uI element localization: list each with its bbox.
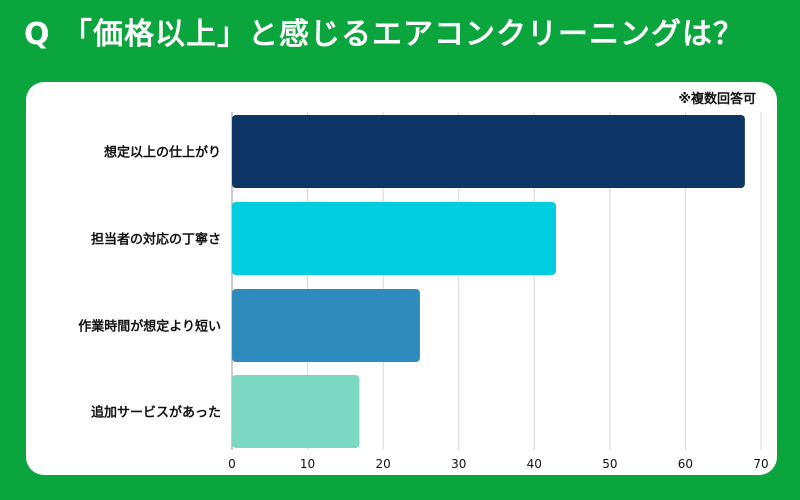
x-tick-label: 40	[527, 457, 542, 471]
category-label: 追加サービスがあった	[91, 405, 221, 421]
x-tick-label: 0	[228, 457, 236, 471]
multiple-answer-note: ※複数回答可	[678, 92, 756, 107]
category-label: 作業時間が想定より短い	[78, 319, 221, 335]
x-tick-label: 30	[451, 457, 466, 471]
x-tick-label: 20	[376, 457, 391, 471]
category-label: 担当者の対応の丁寧さ	[91, 232, 221, 248]
page-title: Q 「価格以上」と感じるエアコンクリーニングは？	[24, 17, 744, 52]
bar	[232, 289, 420, 362]
x-tick-label: 10	[300, 457, 315, 471]
x-tick-label: 70	[753, 457, 768, 471]
bar	[232, 115, 745, 188]
category-label: 想定以上の仕上がり	[104, 145, 221, 161]
bar	[232, 375, 360, 448]
x-tick-label: 60	[678, 457, 693, 471]
bar	[232, 202, 556, 275]
x-tick-label: 50	[602, 457, 617, 471]
